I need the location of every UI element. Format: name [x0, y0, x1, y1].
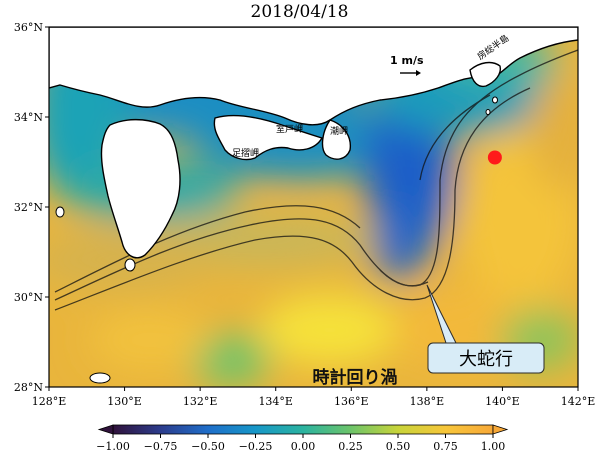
colorbar-tick-label: 0.75	[433, 440, 458, 453]
callout-box	[427, 342, 545, 374]
colorbar-tick-label: −1.00	[96, 440, 130, 453]
map-title: 2018/04/18	[250, 2, 349, 22]
small-island	[89, 372, 111, 384]
meander-label: 大蛇行	[459, 349, 513, 370]
scale-arrowhead	[416, 70, 421, 76]
shikoku	[213, 114, 324, 161]
y-tick-label: 32°N	[14, 201, 43, 214]
y-axis-ticks: 36°N 34°N 32°N 30°N 28°N	[14, 21, 49, 394]
colorbar-tick-label: 0.25	[338, 440, 363, 453]
colorbar-tick-label: −0.50	[191, 440, 225, 453]
x-tick-label: 128°E	[32, 395, 67, 408]
y-tick-label: 34°N	[14, 111, 43, 124]
colorbar-tick-label: −0.25	[239, 440, 273, 453]
x-tick-label: 138°E	[410, 395, 445, 408]
observation-point-marker	[487, 150, 502, 165]
kii-peninsula	[321, 119, 352, 160]
small-island	[485, 109, 491, 115]
small-island	[124, 258, 136, 272]
colorbar-tick-label: 0.50	[386, 440, 411, 453]
y-tick-label: 28°N	[14, 381, 43, 394]
label-ashizuri: 足摺岬	[232, 147, 259, 159]
colorbar: −1.00 −0.75 −0.50 −0.25 0.00 0.25 0.50 0.75 1.00	[96, 424, 509, 453]
colorbar-bar	[112, 424, 494, 435]
small-island	[492, 96, 498, 104]
y-tick-label: 36°N	[14, 21, 43, 34]
colorbar-tick-label: 0.00	[291, 440, 316, 453]
x-tick-label: 132°E	[183, 395, 218, 408]
small-island	[55, 206, 65, 218]
kyushu	[100, 118, 181, 259]
colorbar-min-extend	[97, 424, 114, 435]
colorbar-ticks: −1.00 −0.75 −0.50 −0.25 0.00 0.25 0.50 0.75 1.00	[96, 434, 505, 453]
x-tick-label: 130°E	[107, 395, 142, 408]
land	[49, 27, 578, 384]
x-axis-ticks: 128°E 130°E 132°E 134°E 136°E 138°E 140°E 142°E	[32, 387, 596, 408]
label-muroto: 室戸岬	[276, 123, 303, 135]
x-tick-label: 136°E	[334, 395, 369, 408]
x-tick-label: 140°E	[485, 395, 520, 408]
colorbar-max-extend	[492, 424, 509, 435]
x-tick-label: 142°E	[561, 395, 596, 408]
boso-peninsula	[469, 61, 502, 88]
x-tick-label: 134°E	[258, 395, 293, 408]
colorbar-tick-label: −0.75	[144, 440, 178, 453]
scale-label: 1 m/s	[390, 54, 424, 67]
y-tick-label: 30°N	[14, 291, 43, 304]
label-shionomisaki: 潮岬	[330, 125, 348, 137]
colorbar-tick-label: 1.00	[481, 440, 506, 453]
eddy-label: 時計回り渦	[313, 367, 398, 388]
current-vectors	[54, 49, 578, 311]
